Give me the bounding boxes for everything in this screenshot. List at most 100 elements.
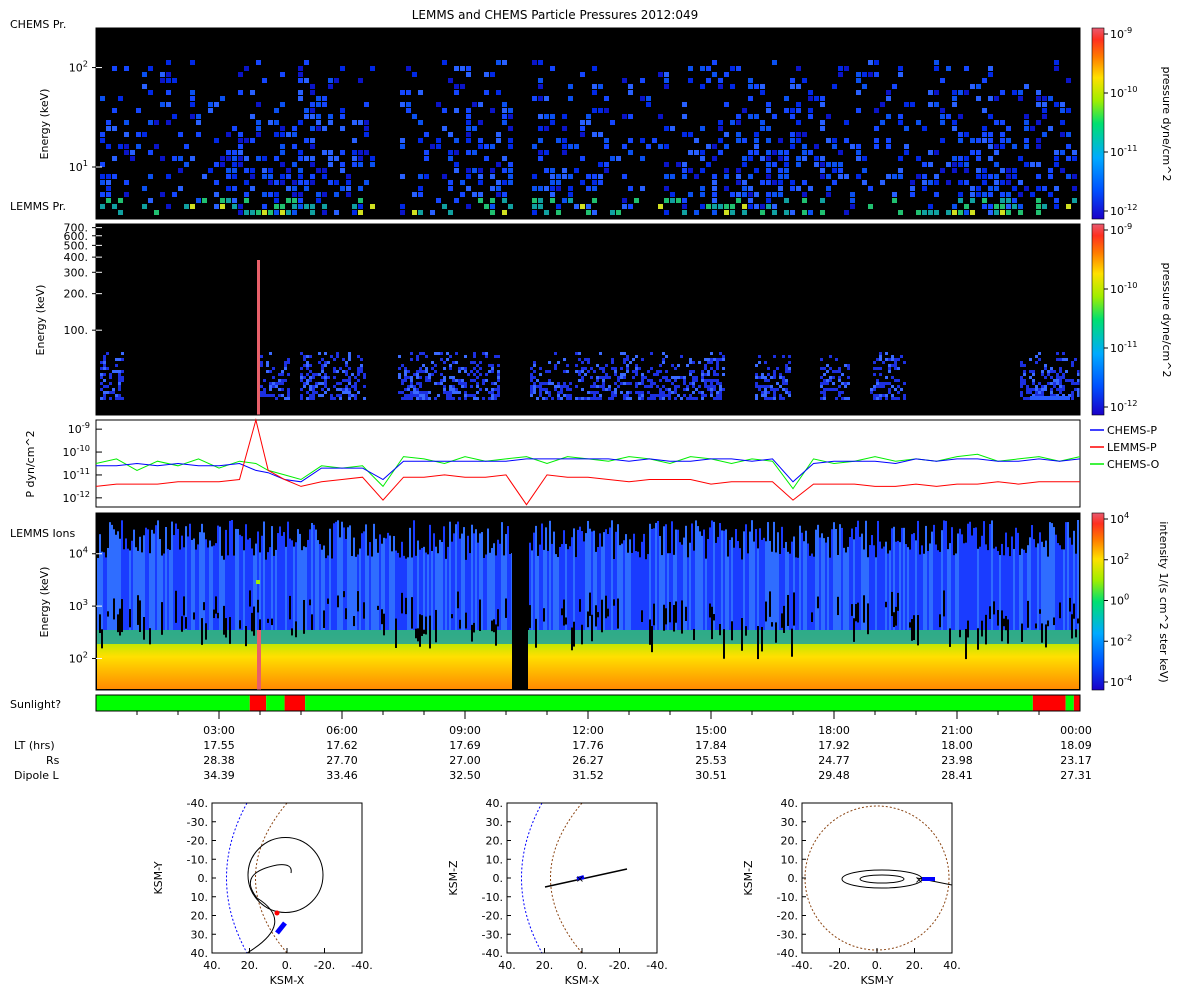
ions-column bbox=[965, 542, 967, 630]
chems-cell bbox=[316, 96, 321, 101]
ions-column bbox=[709, 527, 711, 630]
chems-cell bbox=[826, 174, 831, 179]
ions-column bbox=[1013, 548, 1015, 630]
chems-cell bbox=[460, 192, 465, 197]
chems-cell bbox=[358, 78, 363, 83]
lemms-cell bbox=[695, 388, 698, 391]
chems-cell bbox=[478, 138, 483, 143]
lemms-cell bbox=[680, 397, 683, 400]
lemms-cell bbox=[281, 370, 284, 373]
ions-gap bbox=[327, 598, 329, 604]
ions-column bbox=[805, 530, 807, 630]
chems-cell bbox=[778, 156, 783, 161]
ions-column bbox=[165, 526, 167, 630]
chems-cell bbox=[538, 126, 543, 131]
lemms-cell bbox=[704, 373, 707, 376]
lemms-cell bbox=[844, 382, 847, 385]
lemms-cell bbox=[650, 382, 653, 385]
orbit-y-tick-label: -40. bbox=[777, 947, 798, 960]
lemms-cell bbox=[873, 361, 876, 364]
chems-cell bbox=[106, 174, 111, 179]
chems-cell bbox=[550, 114, 555, 119]
chems-cell bbox=[106, 126, 111, 131]
chems-cell bbox=[580, 132, 585, 137]
chems-cell bbox=[424, 132, 429, 137]
lemms-cell bbox=[1062, 358, 1065, 361]
ions-column bbox=[611, 520, 613, 630]
lemms-cell bbox=[653, 394, 656, 397]
dipole-l-value: 27.31 bbox=[1060, 769, 1092, 782]
chems-cell bbox=[748, 96, 753, 101]
ions-column bbox=[929, 543, 931, 630]
ions-column bbox=[707, 539, 709, 630]
lemms-cell bbox=[716, 367, 719, 370]
ions-y-tick-label-0-base: 10 bbox=[69, 652, 83, 665]
lemms-cell bbox=[100, 361, 103, 364]
chems-cell bbox=[322, 96, 327, 101]
lemms-cell bbox=[479, 388, 482, 391]
chems-cell bbox=[658, 72, 663, 77]
chems-cell bbox=[760, 84, 765, 89]
chems-cell bbox=[118, 210, 123, 215]
chems-cell bbox=[820, 120, 825, 125]
lemms-cell bbox=[345, 391, 348, 394]
lemms-cell bbox=[452, 388, 455, 391]
ions-column bbox=[355, 556, 357, 630]
chems-cell bbox=[970, 138, 975, 143]
lemms-cell bbox=[428, 379, 431, 382]
chems-cell bbox=[778, 192, 783, 197]
lemms-cell bbox=[674, 397, 677, 400]
lemms-cell bbox=[1026, 385, 1029, 388]
lemms-cell bbox=[566, 385, 569, 388]
lemms-cell bbox=[324, 385, 327, 388]
chems-cell bbox=[934, 60, 939, 65]
chems-cell bbox=[1012, 90, 1017, 95]
ions-gap bbox=[223, 605, 225, 635]
lemms-cell bbox=[309, 355, 312, 358]
lemms-cell bbox=[1035, 394, 1038, 397]
lemms-cell bbox=[785, 379, 788, 382]
chems-cell bbox=[868, 60, 873, 65]
lemms-cell bbox=[1020, 379, 1023, 382]
ions-column bbox=[831, 529, 833, 630]
chems-cell bbox=[598, 108, 603, 113]
ions-column bbox=[823, 538, 825, 630]
ions-column bbox=[239, 534, 241, 630]
chems-cell bbox=[934, 180, 939, 185]
lemms-cell bbox=[605, 364, 608, 367]
ions-column bbox=[275, 549, 277, 630]
cbar-ions-tick-label-3-exponent: -2 bbox=[1124, 632, 1132, 642]
lemms-y-tick-label-2: 300. bbox=[64, 266, 89, 279]
ions-column bbox=[683, 537, 685, 630]
chems-cell bbox=[736, 174, 741, 179]
chems-cell bbox=[1012, 204, 1017, 209]
chems-cell bbox=[1012, 174, 1017, 179]
ions-gap bbox=[891, 591, 893, 617]
lemms-cell bbox=[115, 397, 118, 400]
ions-column bbox=[717, 536, 719, 630]
ions-column bbox=[1053, 527, 1055, 630]
chems-cell bbox=[250, 210, 255, 215]
chems-cell bbox=[994, 174, 999, 179]
lemms-cell bbox=[716, 364, 719, 367]
ions-gap bbox=[465, 612, 467, 629]
ions-column bbox=[223, 559, 225, 630]
chems-cell bbox=[232, 198, 237, 203]
lemms-cell bbox=[118, 394, 121, 397]
lemms-cell bbox=[891, 385, 894, 388]
lemms-cell bbox=[838, 370, 841, 373]
ions-column bbox=[875, 557, 877, 630]
lemms-cell bbox=[327, 388, 330, 391]
ions-gap bbox=[137, 595, 139, 625]
ions-gap bbox=[129, 609, 131, 628]
chems-cell bbox=[796, 156, 801, 161]
lemms-cell bbox=[641, 382, 644, 385]
chems-cell bbox=[1006, 138, 1011, 143]
lemms-cell bbox=[566, 388, 569, 391]
chems-cell bbox=[736, 114, 741, 119]
ions-column bbox=[801, 532, 803, 630]
lemms-cell bbox=[449, 364, 452, 367]
chems-cell bbox=[778, 180, 783, 185]
chems-cell bbox=[442, 60, 447, 65]
